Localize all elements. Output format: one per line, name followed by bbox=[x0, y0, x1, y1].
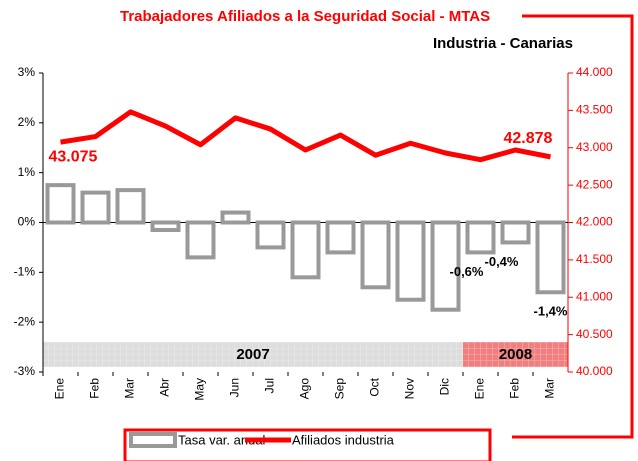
x-tick-label: Sep bbox=[333, 378, 347, 400]
x-tick-label: Mar bbox=[543, 378, 557, 399]
x-tick-label: Dic bbox=[438, 378, 452, 395]
bar bbox=[80, 190, 111, 225]
data-label: 42.878 bbox=[504, 130, 553, 147]
x-tick-label: Feb bbox=[508, 378, 522, 399]
x-tick-label: Mar bbox=[123, 378, 137, 399]
x-tick-label: Ene bbox=[53, 378, 67, 400]
y2-tick-label: 43.500 bbox=[576, 103, 613, 117]
y2-tick-label: 41.000 bbox=[576, 289, 613, 303]
bar bbox=[150, 220, 181, 232]
bar bbox=[535, 220, 566, 295]
y-tick-label: 3% bbox=[18, 65, 36, 79]
data-label: 43.075 bbox=[49, 148, 98, 165]
bar bbox=[500, 220, 531, 245]
y-tick-label: 1% bbox=[18, 165, 36, 179]
y-tick-label: -1% bbox=[14, 265, 36, 279]
period-pattern bbox=[463, 342, 568, 367]
chart-subtitle: Industria - Canarias bbox=[433, 35, 573, 52]
data-label: -0,6% bbox=[450, 264, 484, 279]
y2-tick-label: 40.000 bbox=[576, 364, 613, 378]
data-label: -0,4% bbox=[485, 254, 519, 269]
period-pattern bbox=[43, 342, 463, 367]
legend-label: Tasa var. anual bbox=[178, 432, 266, 447]
bar bbox=[220, 210, 251, 225]
x-tick-label: Ene bbox=[473, 378, 487, 400]
y-tick-label: 0% bbox=[18, 215, 36, 229]
period-label: 2007 bbox=[236, 346, 269, 363]
x-tick-label: Feb bbox=[88, 378, 102, 399]
bar bbox=[290, 220, 321, 280]
chart-title: Trabajadores Afiliados a la Seguridad So… bbox=[120, 8, 490, 25]
y2-tick-label: 42.500 bbox=[576, 177, 613, 191]
x-tick-label: Jun bbox=[228, 378, 242, 397]
bar bbox=[465, 220, 496, 255]
y-tick-label: -2% bbox=[14, 314, 36, 328]
x-tick-label: Jul bbox=[263, 378, 277, 393]
x-tick-label: May bbox=[193, 378, 207, 401]
bar bbox=[360, 220, 391, 290]
y2-tick-label: 43.000 bbox=[576, 140, 613, 154]
y-tick-label: 2% bbox=[18, 115, 36, 129]
bar bbox=[115, 188, 146, 225]
line bbox=[60, 109, 551, 163]
x-tick-label: Nov bbox=[403, 378, 417, 399]
y2-tick-label: 42.000 bbox=[576, 215, 613, 229]
period-label: 2008 bbox=[499, 346, 532, 363]
y-tick-label: -3% bbox=[14, 364, 36, 378]
data-label: -1,4% bbox=[534, 304, 568, 319]
bar bbox=[395, 220, 426, 302]
decoration bbox=[512, 14, 634, 439]
legend-box bbox=[123, 428, 492, 461]
y2-tick-label: 41.500 bbox=[576, 252, 613, 266]
bar bbox=[185, 220, 216, 260]
legend-label: Afiliados industria bbox=[292, 432, 395, 447]
x-tick-label: Oct bbox=[368, 377, 382, 396]
bar bbox=[255, 220, 286, 250]
y2-tick-label: 44.000 bbox=[576, 65, 613, 79]
legend-swatch bbox=[129, 432, 177, 448]
x-tick-label: Abr bbox=[158, 378, 172, 397]
y2-tick-label: 40.500 bbox=[576, 327, 613, 341]
bar bbox=[430, 220, 461, 312]
bar bbox=[325, 220, 356, 255]
bar bbox=[45, 183, 76, 225]
x-tick-label: Ago bbox=[298, 378, 312, 400]
